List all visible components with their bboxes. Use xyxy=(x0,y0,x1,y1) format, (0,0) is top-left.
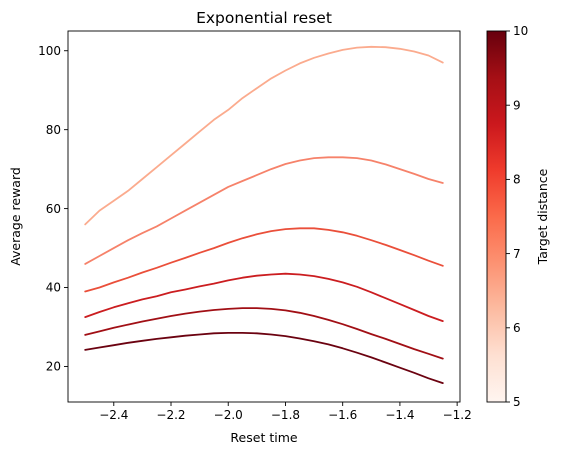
y-tick-label: 60 xyxy=(46,202,61,216)
x-tick-label: −2.2 xyxy=(156,408,185,422)
colorbar-tick-label: 9 xyxy=(513,98,521,112)
y-tick-label: 40 xyxy=(46,281,61,295)
colorbar-ticks: 5 6 7 8 9 10 xyxy=(506,24,528,409)
x-tick-label: −1.2 xyxy=(443,408,472,422)
chart-title: Exponential reset xyxy=(196,9,332,27)
y-axis: 20 40 60 80 100 xyxy=(38,44,68,374)
x-axis-label: Reset time xyxy=(230,430,297,445)
colorbar xyxy=(486,30,507,403)
series-line-3 xyxy=(84,227,444,293)
series-line-5 xyxy=(84,307,444,360)
x-tick-label: −2.0 xyxy=(214,408,243,422)
colorbar-tick-label: 6 xyxy=(513,321,521,335)
x-tick-label: −1.6 xyxy=(328,408,357,422)
plot-frame xyxy=(67,30,461,403)
colorbar-tick-label: 10 xyxy=(513,24,528,38)
y-tick-label: 20 xyxy=(46,360,61,374)
series-line-4 xyxy=(84,272,444,323)
y-axis-label: Average reward xyxy=(8,167,23,266)
colorbar-label: Target distance xyxy=(535,168,550,265)
colorbar-tick-label: 7 xyxy=(513,247,521,261)
y-tick-label: 80 xyxy=(46,123,61,137)
x-tick-label: −1.4 xyxy=(385,408,414,422)
series-line-6 xyxy=(84,331,444,385)
series-line-2 xyxy=(84,156,444,265)
y-tick-label: 100 xyxy=(38,44,61,58)
series-layer xyxy=(84,45,444,385)
x-axis: −2.4 −2.2 −2.0 −1.8 −1.6 −1.4 −1.2 xyxy=(99,402,472,422)
series-line-1 xyxy=(84,45,444,226)
colorbar-tick-label: 8 xyxy=(513,173,521,187)
x-tick-label: −1.8 xyxy=(271,408,300,422)
colorbar-tick-label: 5 xyxy=(513,395,521,409)
x-tick-label: −2.4 xyxy=(99,408,128,422)
